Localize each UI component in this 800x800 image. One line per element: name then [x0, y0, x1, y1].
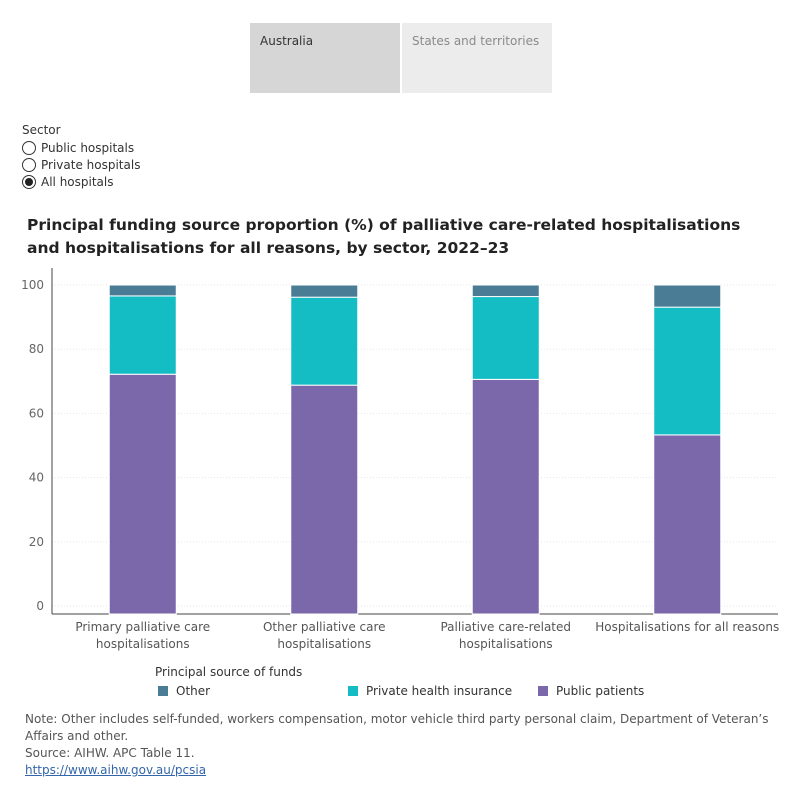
tab-australia[interactable]: Australia — [250, 23, 400, 93]
source-link[interactable]: https://www.aihw.gov.au/pcsia — [25, 763, 207, 777]
y-tick-label: 20 — [29, 535, 44, 549]
x-tick-label: hospitalisations — [96, 637, 190, 651]
x-tick-label: Other palliative care — [263, 620, 386, 634]
radio-public-hospitals[interactable] — [22, 140, 36, 155]
x-tick-label: Primary palliative care — [75, 620, 210, 634]
x-tick-label: hospitalisations — [459, 637, 553, 651]
legend-title: Principal source of funds — [155, 665, 303, 679]
chart-title: Principal funding source proportion (%) … — [27, 216, 741, 257]
legend-item-public-patients[interactable]: Public patients — [538, 684, 644, 698]
sector-filter: Sector Public hospitals Private hospital… — [22, 123, 140, 190]
radio-all-hospitals[interactable] — [22, 174, 36, 189]
sector-option-all-hospitals[interactable]: All hospitals — [22, 173, 140, 190]
bar-private-health-insurance — [108, 295, 177, 375]
x-tick-label: Hospitalisations for all reasons — [595, 620, 779, 634]
bar-other — [108, 284, 177, 297]
legend-label: Private health insurance — [366, 684, 513, 698]
y-tick-label: 60 — [29, 406, 44, 420]
source-text: Source: AIHW. APC Table 11. — [25, 746, 195, 760]
bar-public-patients — [471, 378, 540, 615]
legend-swatch-public-patients — [538, 686, 548, 696]
sector-option-label: All hospitals — [41, 174, 114, 189]
y-tick-label: 0 — [36, 599, 44, 613]
tab-states-and-territories[interactable]: States and territories — [402, 23, 552, 93]
bar-private-health-insurance — [653, 306, 722, 436]
x-tick-label: hospitalisations — [277, 637, 371, 651]
radio-private-hospitals[interactable] — [22, 157, 36, 172]
y-tick-label: 40 — [29, 471, 44, 485]
sector-option-label: Private hospitals — [41, 157, 141, 172]
bar-other — [290, 284, 359, 298]
view-tabs: Australia States and territories — [250, 23, 552, 93]
chart-notes: Note: Other includes self-funded, worker… — [25, 711, 785, 779]
sector-option-private-hospitals[interactable]: Private hospitals — [22, 156, 140, 173]
bar-private-health-insurance — [290, 296, 359, 386]
bar-public-patients — [290, 384, 359, 615]
sector-option-public-hospitals[interactable]: Public hospitals — [22, 139, 140, 156]
chart-legend: Principal source of funds Other Private … — [155, 665, 775, 700]
bar-public-patients — [653, 434, 722, 615]
legend-item-other[interactable]: Other — [158, 684, 210, 698]
legend-label: Other — [176, 684, 211, 698]
legend-label: Public patients — [556, 684, 645, 698]
bar-other — [653, 284, 722, 308]
sector-option-label: Public hospitals — [41, 140, 135, 155]
y-tick-label: 80 — [29, 342, 44, 356]
legend-item-private-health-insurance[interactable]: Private health insurance — [348, 684, 512, 698]
legend-swatch-other — [158, 686, 168, 696]
note-text: Note: Other includes self-funded, worker… — [25, 712, 769, 743]
bar-public-patients — [108, 373, 177, 615]
bar-private-health-insurance — [471, 296, 540, 380]
legend-swatch-private-health-insurance — [348, 686, 358, 696]
x-tick-label: Palliative care-related — [440, 620, 571, 634]
sector-filter-title: Sector — [22, 123, 61, 137]
y-tick-label: 100 — [21, 278, 44, 292]
bar-other — [471, 284, 540, 298]
